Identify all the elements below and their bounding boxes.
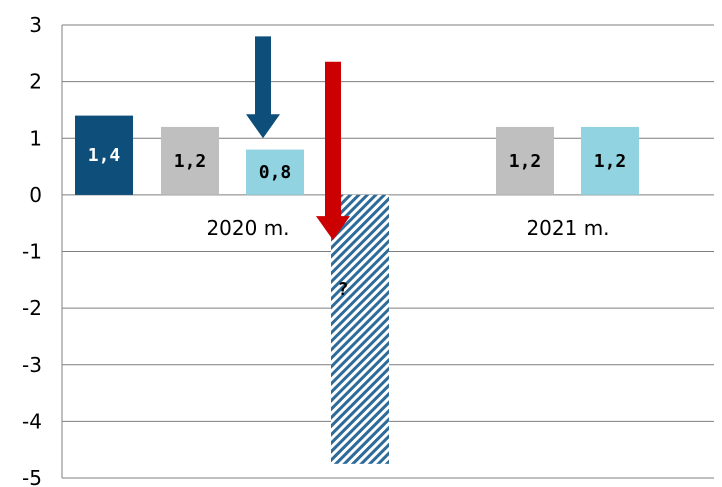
bar: [161, 126, 219, 195]
labels: 3 2 1 0 -1 -2 -3 -4 -5 1,4 1,2 0,8? 2020 m. 1,2 1,2 202…: [22, 13, 626, 487]
data-label: 0,8: [259, 162, 292, 183]
bars: [75, 115, 639, 464]
data-label: 1,2: [174, 151, 207, 172]
y-tick-label: 2: [29, 70, 42, 94]
y-tick-label: -3: [22, 353, 42, 377]
bar: [581, 126, 639, 195]
category-label: 2020 m.: [206, 216, 289, 240]
y-tick-label: 1: [29, 126, 42, 150]
bar: [246, 149, 304, 195]
y-tick-label: 3: [29, 13, 42, 37]
data-label: ?: [338, 279, 349, 300]
y-tick-label: -1: [22, 240, 42, 264]
bar: [75, 115, 133, 195]
y-tick-label: -4: [22, 409, 42, 433]
arrows: [246, 36, 350, 241]
y-tick-label: 0: [29, 183, 42, 207]
data-label: 1,2: [509, 151, 542, 172]
data-label: 1,2: [594, 151, 627, 172]
y-tick-label: -5: [22, 466, 42, 487]
down-arrow-red: [316, 61, 350, 241]
y-tick-label: -2: [22, 296, 42, 320]
bar-unknown-hatched: [331, 194, 389, 464]
down-arrow-blue: [246, 36, 280, 139]
data-label: 1,4: [88, 145, 121, 166]
category-label: 2021 m.: [526, 216, 609, 240]
bar: [496, 126, 554, 195]
